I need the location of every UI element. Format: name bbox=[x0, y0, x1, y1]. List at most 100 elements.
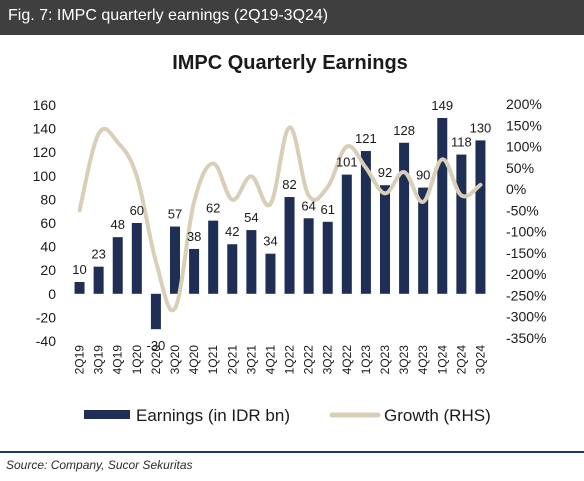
x-tick-label: 2Q22 bbox=[302, 345, 316, 375]
x-tick-label: 1Q21 bbox=[206, 345, 220, 375]
y-left-tick: 100 bbox=[33, 168, 57, 184]
bar-data-label: 64 bbox=[301, 198, 315, 213]
x-tick-label: 2Q23 bbox=[378, 345, 392, 375]
bar-data-label: 62 bbox=[206, 201, 220, 216]
earnings-bar bbox=[112, 237, 123, 294]
earnings-bar bbox=[150, 293, 161, 330]
earnings-bar bbox=[74, 282, 85, 294]
x-tick-label: 2Q19 bbox=[73, 345, 87, 375]
x-tick-label: 3Q19 bbox=[92, 345, 106, 375]
y-left-tick: 80 bbox=[40, 191, 56, 207]
y-left-tick: 160 bbox=[33, 97, 57, 113]
bar-data-label: 90 bbox=[416, 168, 430, 183]
figure-header: Fig. 7: IMPC quarterly earnings (2Q19-3Q… bbox=[0, 0, 584, 35]
y-left-tick: 20 bbox=[40, 262, 56, 278]
x-tick-label: 2Q24 bbox=[454, 345, 468, 375]
y-right-tick: 0% bbox=[506, 181, 526, 197]
x-tick-label: 2Q21 bbox=[225, 345, 239, 375]
y-right-tick: -100% bbox=[506, 224, 546, 240]
earnings-bar bbox=[399, 142, 410, 294]
bar-data-label: 128 bbox=[393, 123, 415, 138]
earnings-bar bbox=[456, 154, 467, 294]
x-tick-label: 1Q23 bbox=[359, 345, 373, 375]
bar-data-label: 61 bbox=[320, 202, 334, 217]
earnings-bar bbox=[246, 230, 257, 294]
y-left-tick: 0 bbox=[48, 286, 56, 302]
bar-data-label: 34 bbox=[263, 234, 277, 249]
y-right-tick: -50% bbox=[506, 202, 539, 218]
bar-data-label: 54 bbox=[244, 210, 258, 225]
x-tick-label: 1Q24 bbox=[435, 345, 449, 375]
x-tick-label: 3Q22 bbox=[321, 345, 335, 375]
bar-data-label: 92 bbox=[378, 165, 392, 180]
legend-label-earnings: Earnings (in IDR bn) bbox=[136, 406, 290, 425]
y-right-tick: -350% bbox=[506, 330, 546, 346]
x-tick-label: 3Q20 bbox=[168, 345, 182, 375]
bar-data-label: -30 bbox=[147, 338, 166, 353]
earnings-bar bbox=[303, 218, 314, 294]
bar-data-label: 48 bbox=[110, 217, 124, 232]
bar-data-label: 60 bbox=[130, 203, 144, 218]
earnings-bar bbox=[131, 223, 142, 294]
y-left-tick: 140 bbox=[33, 121, 57, 137]
x-tick-label: 3Q24 bbox=[473, 345, 487, 375]
earnings-bar bbox=[437, 117, 448, 294]
bar-data-label: 38 bbox=[187, 229, 201, 244]
chart-legend: Earnings (in IDR bn) Growth (RHS) bbox=[84, 406, 491, 425]
earnings-bar bbox=[418, 187, 429, 294]
y-right-tick: -150% bbox=[506, 245, 546, 261]
bar-data-label: 130 bbox=[470, 120, 492, 135]
figure-caption: Fig. 7: IMPC quarterly earnings (2Q19-3Q… bbox=[8, 7, 329, 24]
x-tick-label: 1Q20 bbox=[130, 345, 144, 375]
x-tick-label: 4Q21 bbox=[263, 345, 277, 375]
y-right-tick: -300% bbox=[506, 309, 546, 325]
earnings-bar bbox=[341, 174, 352, 294]
earnings-bar bbox=[360, 151, 371, 294]
growth-line bbox=[77, 125, 483, 313]
y-left-tick: -20 bbox=[36, 309, 56, 325]
bar-data-label: 42 bbox=[225, 224, 239, 239]
x-tick-label: 4Q23 bbox=[416, 345, 430, 375]
bar-data-label: 118 bbox=[451, 135, 472, 150]
y-right-tick: 200% bbox=[506, 96, 542, 112]
legend-swatch-earnings bbox=[84, 410, 130, 419]
bar-data-label: 101 bbox=[336, 155, 358, 170]
x-tick-label: 4Q19 bbox=[111, 345, 125, 375]
y-left-tick: -40 bbox=[36, 333, 56, 349]
earnings-bar bbox=[170, 226, 180, 294]
legend-label-growth: Growth (RHS) bbox=[384, 406, 491, 425]
earnings-bar bbox=[208, 220, 219, 294]
bar-data-label: 149 bbox=[431, 98, 453, 113]
y-right-tick: -200% bbox=[506, 266, 546, 282]
source-note: Source: Company, Sucor Sekuritas bbox=[6, 458, 193, 472]
x-tick-label: 2Q20 bbox=[149, 345, 163, 375]
chart-title: IMPC Quarterly Earnings bbox=[172, 52, 408, 74]
earnings-bar bbox=[380, 185, 390, 294]
earnings-bar bbox=[227, 244, 238, 294]
y-left-tick: 60 bbox=[40, 215, 56, 231]
earnings-bar bbox=[475, 140, 486, 294]
y-right-tick: 150% bbox=[506, 117, 542, 133]
earnings-bar bbox=[189, 248, 200, 294]
bar-data-label: 82 bbox=[282, 177, 296, 192]
y-left-tick: 40 bbox=[40, 239, 56, 255]
y-right-tick: 100% bbox=[506, 139, 542, 155]
y-left-tick: 120 bbox=[33, 144, 57, 160]
y-right-tick: 50% bbox=[506, 160, 534, 176]
y-right-tick: -250% bbox=[506, 287, 546, 303]
bar-data-label: 57 bbox=[168, 207, 182, 222]
earnings-chart: IMPC Quarterly Earnings -40 -20 0 20 40 60 80 1… bbox=[33, 52, 547, 425]
x-tick-label: 3Q23 bbox=[397, 345, 411, 375]
earnings-bar bbox=[322, 221, 333, 294]
earnings-bar bbox=[265, 253, 276, 294]
bottom-rule bbox=[0, 451, 584, 453]
earnings-bar bbox=[93, 266, 104, 294]
bar-data-label: 121 bbox=[355, 131, 377, 146]
bar-data-label: 10 bbox=[72, 262, 86, 277]
x-tick-label: 4Q22 bbox=[340, 345, 354, 375]
x-tick-label: 1Q22 bbox=[283, 345, 297, 375]
x-tick-label: 4Q20 bbox=[187, 345, 201, 375]
bar-data-label: 23 bbox=[91, 247, 105, 262]
plot-area: -40-20020406080100120140160-350%-300%-25… bbox=[33, 96, 547, 374]
earnings-bar bbox=[284, 197, 295, 294]
